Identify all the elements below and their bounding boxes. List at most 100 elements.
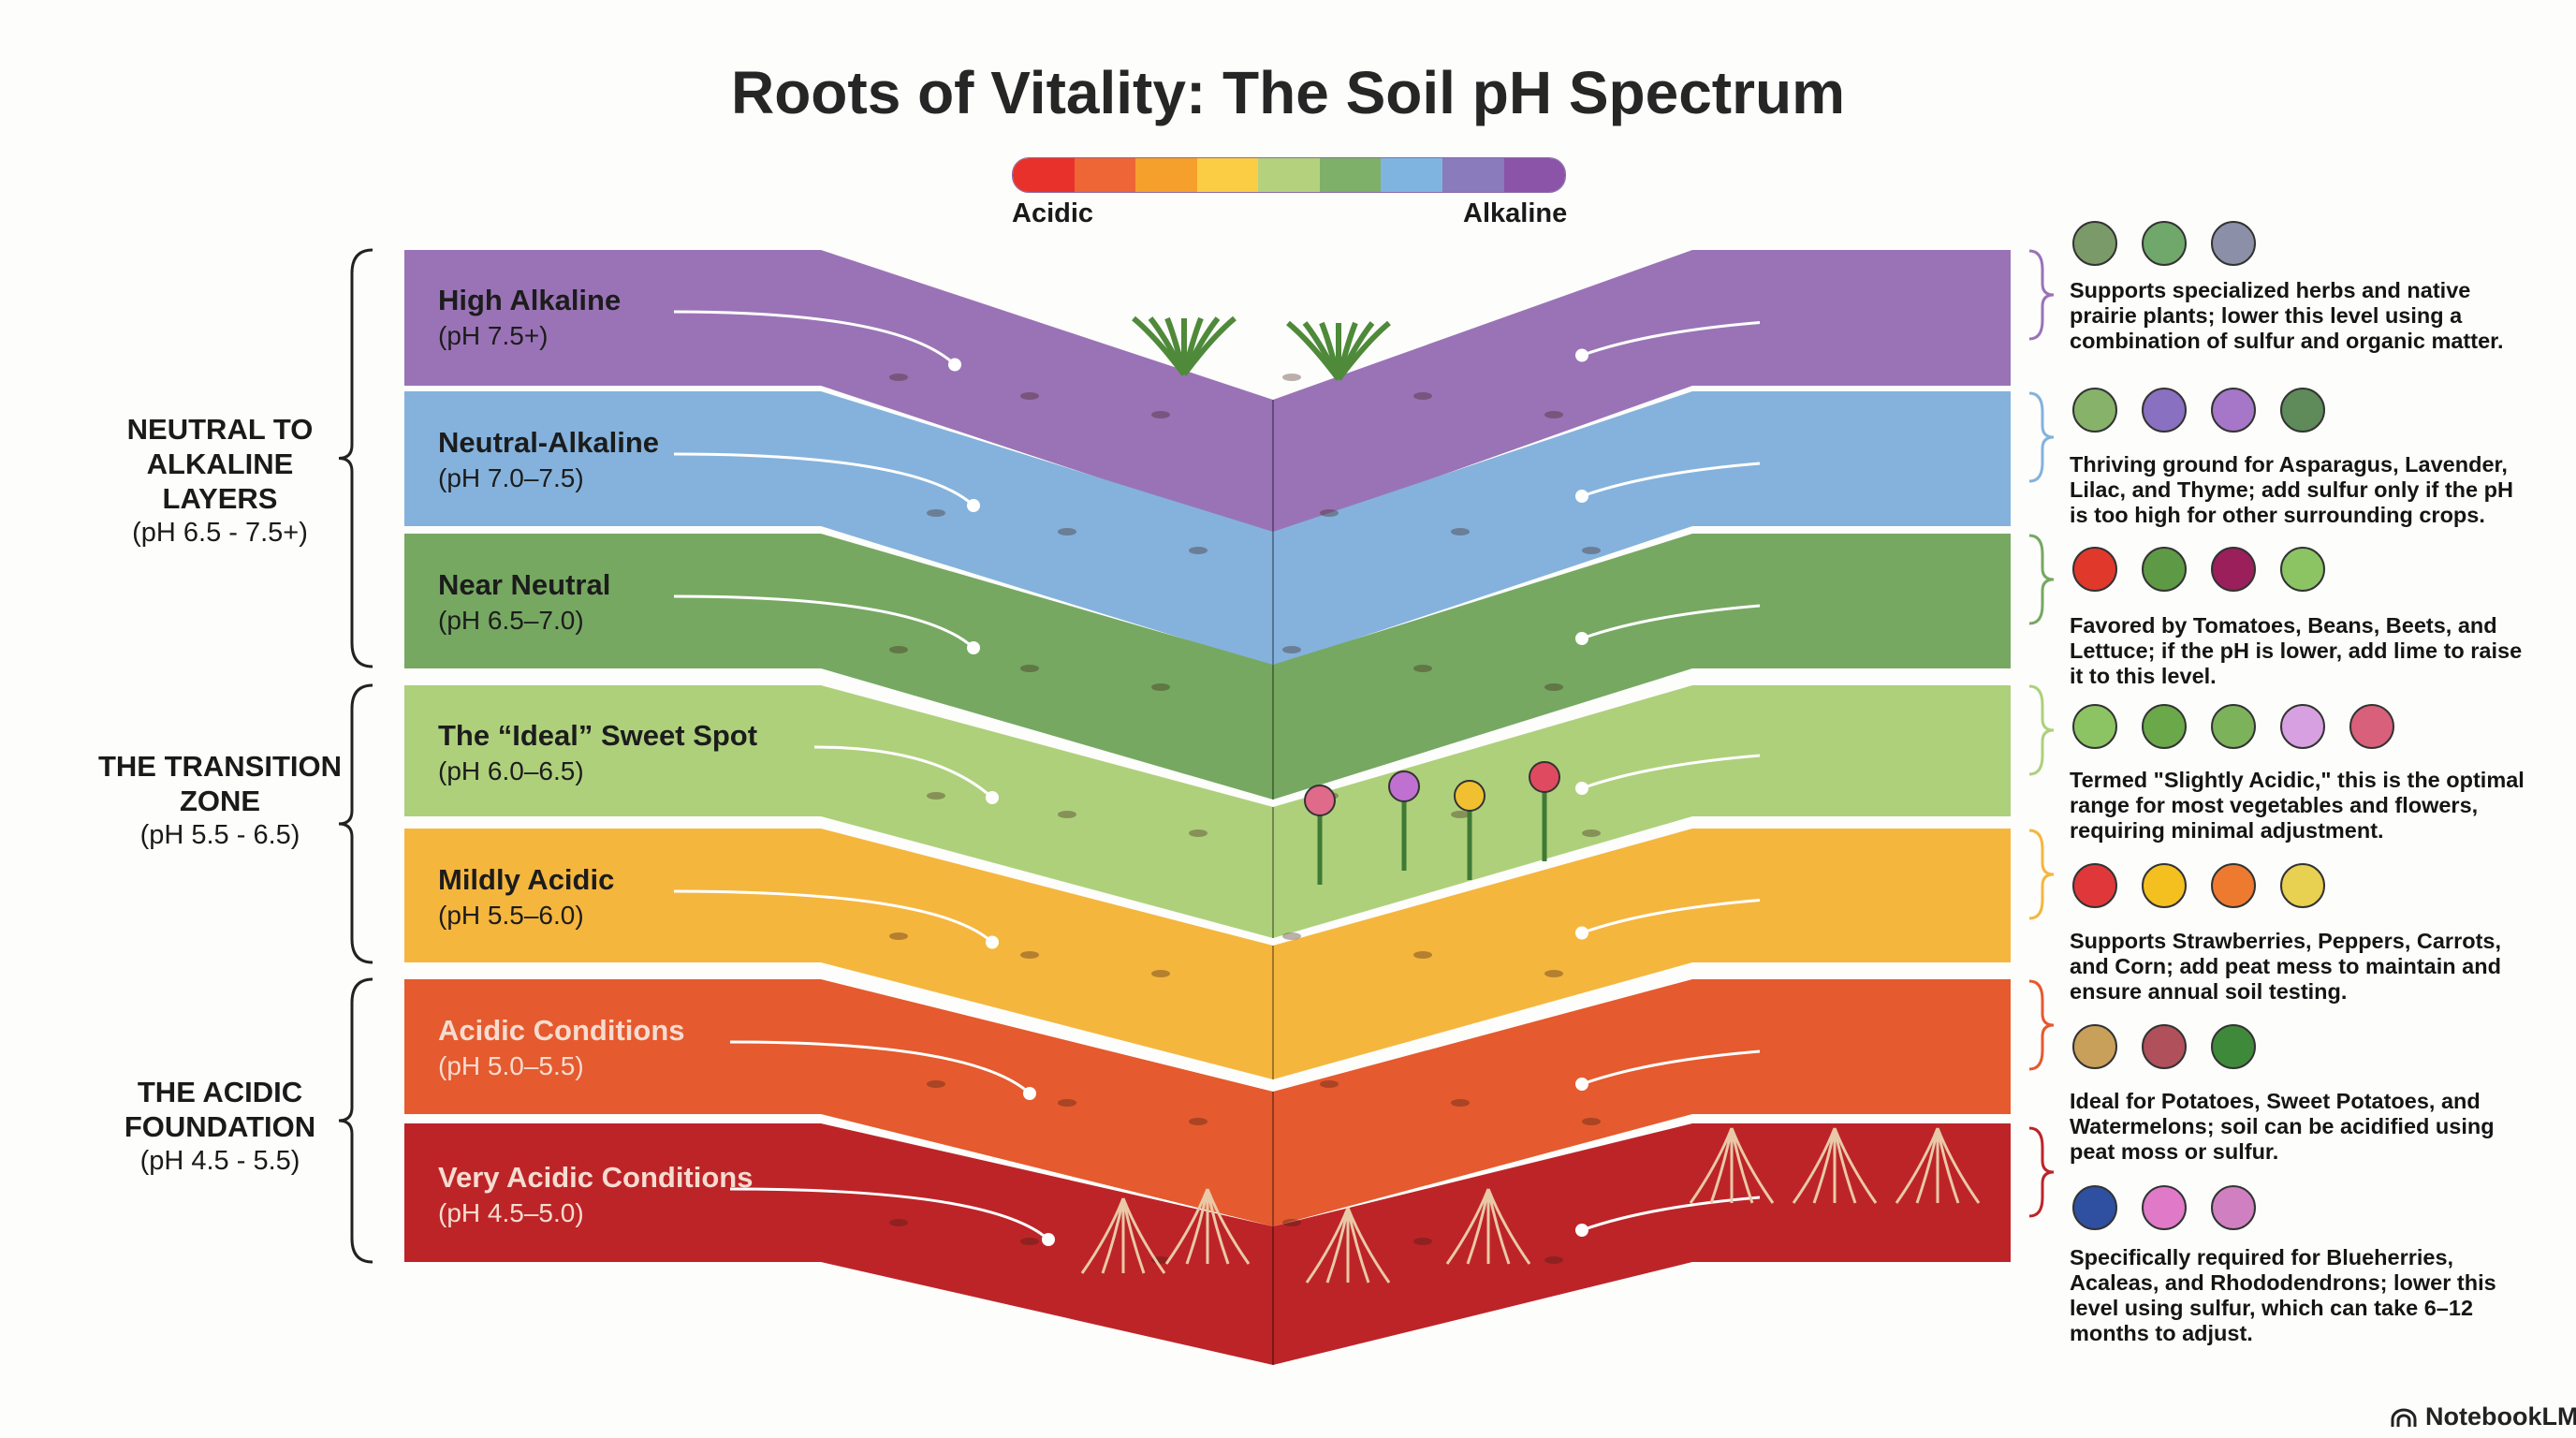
lettuce-icon <box>2072 704 2117 749</box>
root-icon <box>1936 1127 1981 1204</box>
leader-line <box>813 745 994 800</box>
right-brace <box>2028 684 2055 776</box>
leader-dot <box>1575 1224 1588 1237</box>
root-icon <box>1792 1127 1837 1204</box>
leader-dot <box>1575 1078 1588 1091</box>
layer-ph-range: (pH 7.0–7.5) <box>438 463 584 492</box>
group-brace <box>338 977 373 1264</box>
plant-icon-row <box>2072 221 2256 266</box>
thyme-icon <box>2280 388 2325 433</box>
layer-group-label: THE ACIDIC FOUNDATION (pH 4.5 - 5.5) <box>89 1075 351 1179</box>
blueberry-icon <box>2072 1185 2117 1230</box>
layer-ph-range: (pH 4.5–5.0) <box>438 1198 584 1227</box>
layer-description: Termed "Slightly Acidic," this is the op… <box>2070 768 2525 843</box>
root-icon <box>1730 1127 1754 1204</box>
root-icon <box>1709 1127 1734 1204</box>
layer-ph-range: (pH 7.5+) <box>438 321 549 350</box>
soil-organism <box>889 1219 908 1226</box>
root-icon <box>1486 1188 1511 1265</box>
leader-dot <box>967 499 980 512</box>
soil-organism <box>1282 932 1301 940</box>
flower-icon <box>2349 704 2394 749</box>
soil-organism <box>1020 951 1039 959</box>
layer-name: High Alkaline <box>438 284 622 316</box>
root-icon <box>1466 1188 1490 1265</box>
asparagus-icon <box>2072 388 2117 433</box>
plant-icon-row <box>2072 547 2325 592</box>
soil-organism <box>1451 1099 1470 1107</box>
soil-organism <box>1582 547 1601 554</box>
leader-dot <box>1575 926 1588 940</box>
layer-ph-range: (pH 5.5–6.0) <box>438 901 584 930</box>
root-icon <box>1486 1188 1531 1265</box>
soil-organism <box>1151 970 1170 977</box>
soil-organism <box>1413 1238 1432 1245</box>
pea-pod-icon <box>2142 704 2187 749</box>
soil-organism <box>1151 411 1170 418</box>
scale-label-alkaline: Alkaline <box>1463 198 1568 228</box>
plant-icon-row <box>2072 704 2394 749</box>
plant-icon-row <box>2072 1024 2256 1069</box>
watermelon-icon <box>2211 1024 2256 1069</box>
soil-organism <box>1451 528 1470 536</box>
layer-description: Favored by Tomatoes, Beans, Beets, and L… <box>2070 613 2523 688</box>
layer-name: Near Neutral <box>438 568 611 601</box>
root-icon <box>1080 1197 1125 1274</box>
root-icon <box>1206 1188 1251 1265</box>
soil-organism <box>927 509 945 517</box>
group-ph-range: (pH 5.5 - 6.5) <box>139 820 300 850</box>
layer-label: Neutral-Alkaline (pH 7.0–7.5) <box>438 426 659 493</box>
soil-organism <box>1544 1256 1563 1264</box>
soil-organism <box>1582 1118 1601 1125</box>
root-icon <box>1346 1207 1370 1284</box>
leader-line <box>673 310 957 366</box>
layer-group-label: NEUTRAL TO ALKALINE LAYERS (pH 6.5 - 7.5+… <box>89 412 351 550</box>
root-icon <box>1164 1188 1209 1265</box>
root-icon <box>1730 1127 1775 1204</box>
soil-organism <box>1020 1238 1039 1245</box>
herb-icon <box>2142 221 2187 266</box>
corn-icon <box>2280 863 2325 908</box>
leader-line <box>1581 1196 1761 1232</box>
leader-line <box>1581 321 1761 357</box>
notebooklm-logo-icon <box>2391 1408 2417 1427</box>
layer-name: Neutral-Alkaline <box>438 426 660 459</box>
root-icon <box>1895 1127 1939 1204</box>
leader-line <box>1581 754 1761 790</box>
sweet-potato-icon <box>2142 1024 2187 1069</box>
root-icon <box>1445 1188 1490 1265</box>
layer-description: Specifically required for Blueherries, A… <box>2070 1245 2496 1345</box>
layer-name: Very Acidic Conditions <box>438 1161 754 1194</box>
soil-organism <box>889 374 908 381</box>
lettuce-icon <box>2280 547 2325 592</box>
strawberry-icon <box>2072 863 2117 908</box>
leader-line <box>1581 899 1761 934</box>
soil-organism <box>1582 829 1601 837</box>
layer-description: Ideal for Potatoes, Sweet Potatoes, and … <box>2070 1089 2495 1164</box>
scale-segment <box>1013 158 1075 192</box>
soil-organism <box>1189 547 1208 554</box>
lilac-icon <box>2211 388 2256 433</box>
soil-layer-band <box>404 829 2011 1079</box>
root-icon <box>1833 1127 1878 1204</box>
leader-line <box>673 452 975 507</box>
soil-organism <box>1020 392 1039 400</box>
leader-dot <box>986 791 999 804</box>
soil-organism <box>1151 683 1170 691</box>
flower-icon <box>1304 785 1336 816</box>
page-title: Roots of Vitality: The Soil pH Spectrum <box>730 59 1846 126</box>
leader-dot <box>1575 348 1588 362</box>
soil-organism <box>1544 411 1563 418</box>
layer-ph-range: (pH 6.0–6.5) <box>438 756 584 785</box>
soil-layer-band <box>404 685 2011 938</box>
soil-organism <box>1413 951 1432 959</box>
leader-line <box>1581 462 1761 498</box>
leader-line <box>729 1040 1032 1095</box>
carrot-icon <box>2211 863 2256 908</box>
soil-organism <box>889 932 908 940</box>
root-icon <box>1915 1127 1939 1204</box>
grass-icon <box>2072 221 2117 266</box>
azalea-icon <box>2142 1185 2187 1230</box>
root-icon <box>1689 1127 1734 1204</box>
scale-segment <box>1319 158 1382 192</box>
